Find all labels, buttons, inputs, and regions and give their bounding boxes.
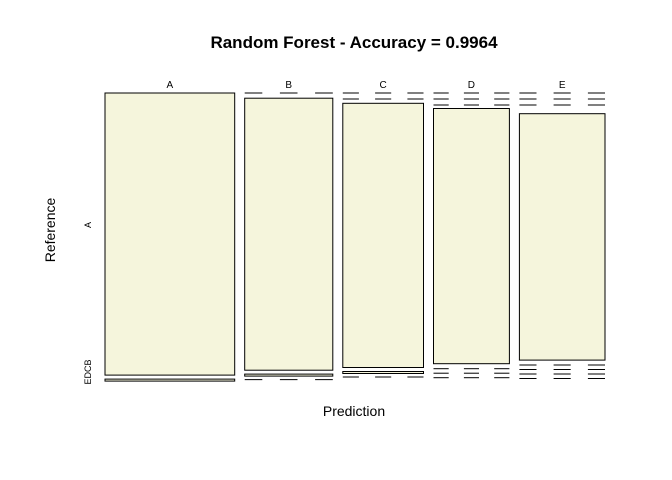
x-tick-label: D [468, 80, 475, 91]
off-diagonal-cell [342, 371, 424, 374]
y-tick-label-edcb: EDCB [83, 359, 93, 384]
x-tick-label: A [166, 80, 173, 91]
x-tick-label: C [379, 80, 386, 91]
cell-C-C [342, 102, 424, 369]
chart-title: Random Forest - Accuracy = 0.9964 [210, 33, 498, 52]
off-diagonal-cell [104, 378, 236, 382]
y-tick-label-a: A [83, 222, 93, 228]
cell-B-B [244, 97, 334, 371]
cell-E-E [518, 113, 606, 361]
x-tick-label: B [285, 80, 292, 91]
x-tick-label: E [559, 80, 566, 91]
off-diagonal-cell [244, 373, 334, 377]
chart-marks: A B C D E A EDCB [83, 80, 606, 385]
cell-D-D [433, 108, 510, 365]
x-axis-label: Prediction [323, 403, 385, 419]
cell-A-A [104, 92, 236, 376]
y-axis-label: Reference [42, 197, 58, 262]
